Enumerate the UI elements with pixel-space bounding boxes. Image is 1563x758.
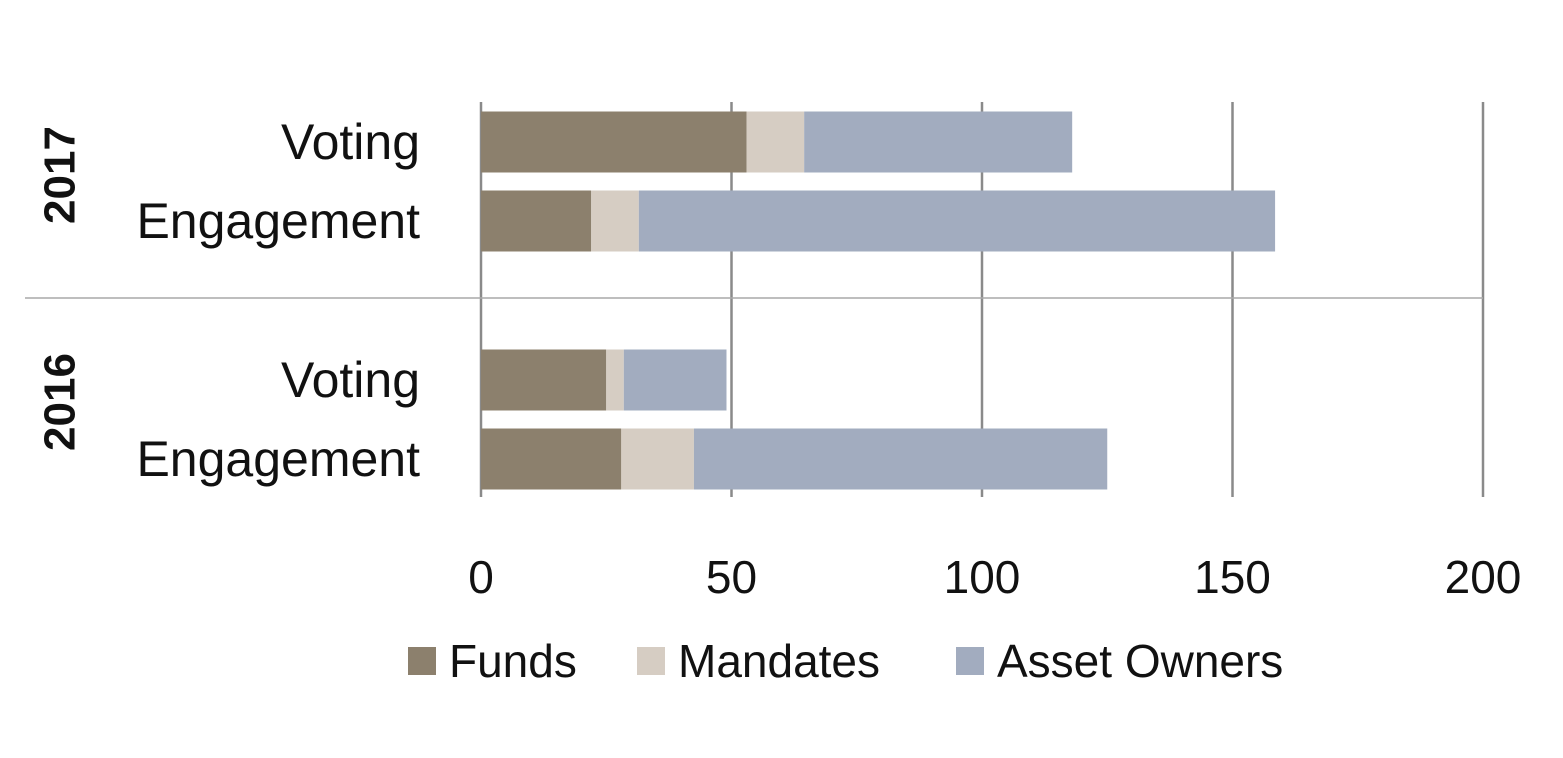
category-label-2016-engagement: Engagement xyxy=(136,431,420,487)
bar-2017-engagement-funds xyxy=(481,190,592,252)
legend: Funds Mandates Asset Owners xyxy=(408,635,1283,687)
legend-label-mandates: Mandates xyxy=(678,635,880,687)
bar-2016-engagement-mandates xyxy=(621,428,694,490)
group-label-2016: 2016 xyxy=(36,353,85,451)
x-axis-tick-labels: 0 50 100 150 200 xyxy=(468,551,1521,603)
group-label-2017: 2017 xyxy=(36,126,85,224)
legend-label-funds: Funds xyxy=(449,635,577,687)
bar-2017-engagement-mandates xyxy=(591,190,639,252)
legend-label-asset-owners: Asset Owners xyxy=(997,635,1283,687)
x-tick-label-150: 150 xyxy=(1194,551,1271,603)
x-tick-label-100: 100 xyxy=(944,551,1021,603)
bar-2017-engagement-asset-owners xyxy=(638,190,1276,252)
legend-swatch-funds xyxy=(408,647,436,675)
bar-2016-voting-funds xyxy=(481,349,607,411)
category-label-2016-voting: Voting xyxy=(281,352,420,408)
category-label-2017-engagement: Engagement xyxy=(136,193,420,249)
bar-2016-engagement-funds xyxy=(481,428,622,490)
group-labels: 2017 2016 xyxy=(36,126,85,451)
legend-swatch-asset-owners xyxy=(956,647,984,675)
category-labels: Voting Engagement Voting Engagement xyxy=(136,114,420,487)
bar-2017-voting-mandates xyxy=(746,111,805,173)
bar-2017-voting-funds xyxy=(481,111,747,173)
x-tick-label-50: 50 xyxy=(706,551,757,603)
bar-2016-engagement-asset-owners xyxy=(693,428,1108,490)
bar-2016-voting-asset-owners xyxy=(623,349,727,411)
legend-swatch-mandates xyxy=(637,647,665,675)
x-tick-label-200: 200 xyxy=(1445,551,1522,603)
category-label-2017-voting: Voting xyxy=(281,114,420,170)
bar-2016-voting-mandates xyxy=(606,349,624,411)
bar-2017-voting-asset-owners xyxy=(804,111,1073,173)
x-tick-label-0: 0 xyxy=(468,551,494,603)
bars xyxy=(481,111,1276,490)
